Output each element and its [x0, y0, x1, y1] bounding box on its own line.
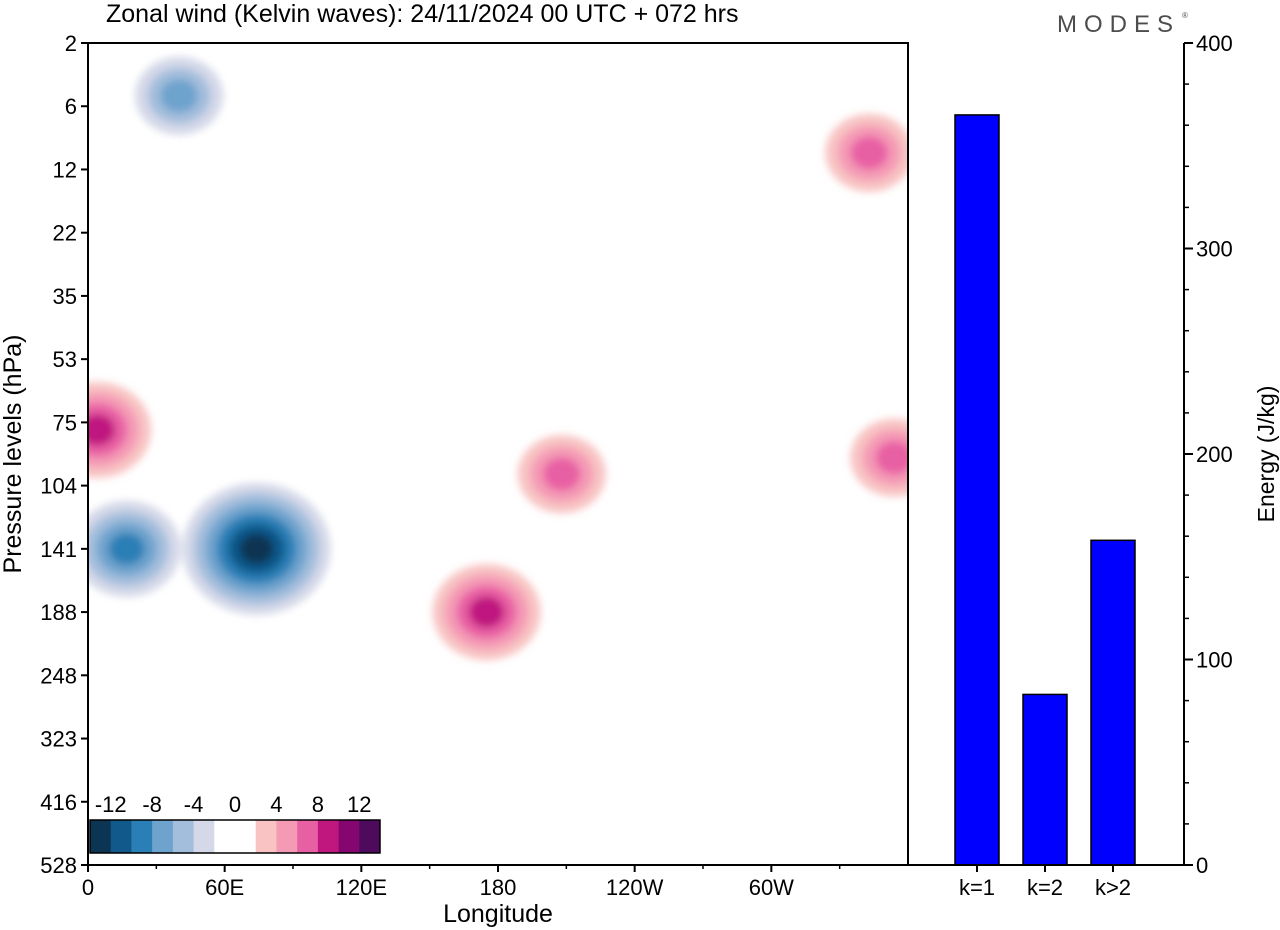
- easterly-anomaly-level: [108, 532, 145, 565]
- colorbar-swatch: [276, 820, 298, 853]
- colorbar-label: -8: [142, 792, 162, 817]
- logo-registered-mark: ®: [1182, 11, 1188, 20]
- energy-tick-label: 300: [1196, 237, 1233, 262]
- westerly-anomaly-level: [542, 457, 581, 491]
- y-tick-label: 528: [40, 853, 77, 878]
- easterly-anomaly-level: [239, 533, 274, 565]
- chart-title: Zonal wind (Kelvin waves): 24/11/2024 00…: [106, 0, 739, 28]
- energy-bars: k=1 k=2 k>2: [954, 114, 1136, 900]
- colorbar-swatch: [297, 820, 319, 853]
- energy-tick-label: 400: [1196, 31, 1233, 56]
- energy-tick-label: 200: [1196, 442, 1233, 467]
- energy-bar-plot: k=1 k=2 k>2 0 100 200 300 400 Energy (J/kg): [908, 31, 1279, 900]
- colorbar-label: 12: [347, 792, 371, 817]
- colorbar-swatch: [110, 820, 132, 853]
- colorbar-swatch: [255, 820, 277, 853]
- energy-axis-label: Energy (J/kg): [1253, 386, 1279, 523]
- y-tick-label: 104: [40, 474, 77, 499]
- bar-category-label: k=1: [959, 875, 995, 900]
- colorbar: -12 -8 -4 0 4 8 12: [88, 783, 384, 865]
- y-tick-label: 248: [40, 663, 77, 688]
- westerly-anomaly-level: [468, 596, 505, 629]
- y-tick-label: 22: [53, 221, 77, 246]
- colorbar-swatch: [317, 820, 340, 853]
- y-tick-label: 35: [53, 284, 77, 309]
- plot-frame: [87, 42, 909, 866]
- x-tick-label: 120W: [606, 875, 664, 900]
- y-axis-label: Pressure levels (hPa): [0, 335, 27, 574]
- easterly-anomaly-level: [160, 79, 198, 113]
- colorbar-label: 0: [229, 792, 241, 817]
- energy-tick-label: 100: [1196, 648, 1233, 673]
- westerly-anomaly-level: [850, 136, 889, 170]
- colorbar-swatch: [172, 820, 195, 853]
- colorbar-swatch: [214, 820, 236, 853]
- colorbar-swatch: [235, 820, 257, 853]
- y-tick-label: 323: [40, 727, 77, 752]
- westerly-anomaly-level: [875, 440, 908, 475]
- bar-category-label: k>2: [1095, 875, 1131, 900]
- x-axis-ticks: 0 60E 120E 180 120W 60W: [82, 865, 841, 900]
- wind-anomaly-contours: [88, 56, 908, 661]
- y-axis-ticks: 2 6 12 22 35 53 75 104 141 188 248 323 416 528: [40, 31, 88, 878]
- y-tick-label: 6: [65, 94, 77, 119]
- contour-fill: [88, 56, 908, 661]
- colorbar-swatch: [359, 820, 381, 853]
- colorbar-swatch: [90, 820, 112, 853]
- y-tick-label: 12: [53, 157, 77, 182]
- y-tick-label: 2: [65, 31, 77, 56]
- energy-bar: [1090, 539, 1136, 866]
- colorbar-label: 4: [270, 792, 282, 817]
- energy-bar: [1022, 693, 1068, 866]
- plot-background: [88, 43, 908, 865]
- colorbar-frame: [89, 819, 381, 854]
- colorbar-swatch: [338, 820, 360, 853]
- x-tick-label: 60E: [205, 875, 244, 900]
- bar-category-label: k=2: [1027, 875, 1063, 900]
- modes-logo: MODES: [1057, 11, 1180, 38]
- x-tick-label: 0: [82, 875, 94, 900]
- colorbar-label: -4: [184, 792, 204, 817]
- y-tick-label: 53: [53, 347, 77, 372]
- colorbar-label: 8: [312, 792, 324, 817]
- energy-bar: [954, 114, 1000, 866]
- hovmoller-plot: -12 -8 -4 0 4 8 12 2 6 12 22 35 53 75 104 141 188 248 323…: [0, 31, 909, 928]
- energy-tick-label: 0: [1196, 853, 1208, 878]
- colorbar-swatch: [152, 820, 174, 853]
- x-tick-label: 180: [480, 875, 517, 900]
- energy-axis-ticks: 0 100 200 300 400: [1184, 31, 1233, 878]
- westerly-anomaly-level: [88, 413, 116, 446]
- x-tick-label: 120E: [336, 875, 387, 900]
- x-tick-label: 60W: [749, 875, 794, 900]
- y-tick-label: 188: [40, 600, 77, 625]
- y-tick-label: 416: [40, 790, 77, 815]
- colorbar-swatch: [193, 820, 215, 853]
- x-axis-label: Longitude: [443, 900, 553, 928]
- colorbar-swatch: [131, 820, 153, 853]
- y-tick-label: 75: [53, 410, 77, 435]
- y-tick-label: 141: [40, 537, 77, 562]
- colorbar-label: -12: [95, 792, 127, 817]
